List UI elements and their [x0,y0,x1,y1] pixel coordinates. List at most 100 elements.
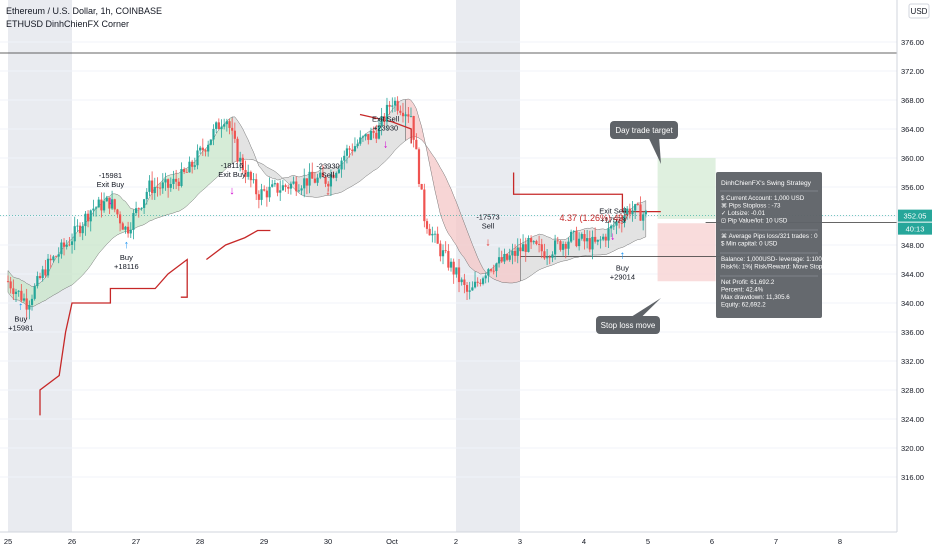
candle [233,122,236,143]
currency-button-frame[interactable] [908,3,930,19]
candle [273,179,276,187]
candle [169,177,172,192]
candle-body [313,178,317,183]
candle [380,107,383,136]
candle-body [73,226,76,242]
candle-body [191,161,194,167]
candle [62,238,66,256]
currency-button[interactable]: USD [911,7,928,16]
candle-body [78,225,82,234]
strategy-panel: DinhChienFX's Swing Strategy $ Current Ac… [716,172,823,318]
candle [177,178,180,191]
candle-body [183,169,186,172]
candle [215,121,218,134]
candle [303,168,306,198]
candle-body [143,199,146,208]
callout-bubble [610,121,678,139]
candle [116,208,119,219]
candle [604,233,607,248]
candle-body [297,190,300,192]
candle [209,139,212,146]
trade-label: Exit Sell [599,207,626,216]
candle [348,145,351,158]
candle [263,185,266,192]
y-tick-label: 316.00 [901,473,924,482]
candle [244,160,247,184]
candle [159,182,162,196]
candle [602,233,605,242]
candle [225,118,228,132]
cloud-segment [520,200,647,282]
candle [439,240,442,262]
candle-body [209,139,212,145]
candle-body [321,172,325,177]
candle-body [345,148,349,156]
price-axis-bg [897,0,932,550]
candle-body [444,250,447,252]
candle-body [529,238,533,243]
candle [586,229,589,249]
candle-body [380,116,383,126]
candle-body [207,144,210,152]
candle [615,219,618,235]
candle-body [575,230,578,247]
candle [404,111,407,126]
candle-body [247,171,250,177]
candle [524,237,527,262]
candle [108,197,111,214]
candle [223,118,226,130]
candle-body [225,121,228,125]
candle [105,195,108,202]
strategy-panel-line: ⌘ Pips Stoploss : -73 [721,203,781,210]
candle [180,162,183,188]
candle-body [572,230,575,232]
trade-label: Sell [322,171,335,180]
candle-body [167,179,170,188]
candle-body [479,282,482,284]
candle-body [329,174,333,187]
candle-body [185,171,188,173]
candle [385,97,389,131]
candle-body [570,231,573,242]
candle [623,206,626,228]
candle-body [423,189,426,222]
candle-body [388,104,391,107]
candle [252,173,255,184]
candle [212,124,215,146]
y-tick-label: 344.00 [901,270,924,279]
callout-bubble [596,316,660,334]
candle-body [52,256,55,261]
candle [465,281,469,300]
candle-body [604,236,607,241]
candle [481,276,485,286]
candle-body [44,269,47,276]
candle-body [287,186,290,189]
exit-arrow-icon: ↓ [108,195,114,207]
candle-body [324,176,327,184]
buy-arrow-icon: ↑ [18,300,24,312]
candle-body [343,155,346,161]
candle-body [70,241,74,245]
candle-body [177,181,180,186]
candle-body [521,244,525,252]
candle [575,226,578,248]
trade-label: -17573 [476,212,499,221]
candle [239,151,242,172]
candle-body [12,288,15,295]
candle-body [137,208,140,209]
candle [554,234,557,260]
strategy-panel-line: Max drawdown: 11,305.6 [721,294,790,301]
candle-body [519,247,522,252]
candle-body [375,132,378,139]
candle-body [284,185,287,187]
y-tick-label: 348.00 [901,241,924,250]
candle [84,211,87,236]
candle-body [487,269,490,276]
candle-body [30,298,34,305]
stop-box [657,223,716,282]
candle-body [54,256,58,258]
candle [594,227,597,244]
candle [73,216,76,251]
candle-body [319,172,322,178]
